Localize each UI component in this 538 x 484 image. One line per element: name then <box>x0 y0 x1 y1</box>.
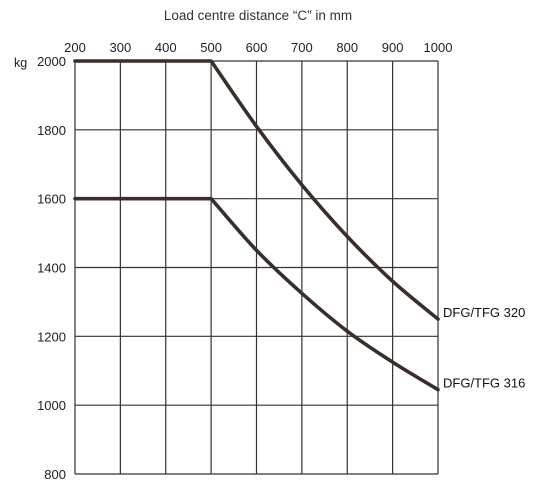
x-tick-label-1000: 1000 <box>424 40 453 55</box>
y-tick-label-1200: 1200 <box>37 329 66 344</box>
series-label-1: DFG/TFG 320 <box>443 305 525 320</box>
x-tick-label-700: 700 <box>291 40 313 55</box>
y-tick-label-1800: 1800 <box>37 123 66 138</box>
y-tick-label-1600: 1600 <box>37 192 66 207</box>
series-label-2: DFG/TFG 316 <box>443 376 525 391</box>
grid <box>74 60 439 475</box>
y-tick-labels: 2000 1800 1600 1400 1200 1000 800 <box>37 54 66 482</box>
y-tick-label-1000: 1000 <box>37 398 66 413</box>
x-tick-label-500: 500 <box>200 40 222 55</box>
chart-title: Load centre distance “C” in mm <box>164 8 352 23</box>
x-tick-labels: 200 300 400 500 600 700 800 900 1000 <box>64 40 452 55</box>
series-labels: DFG/TFG 320 DFG/TFG 316 <box>443 305 525 391</box>
y-tick-label-2000: 2000 <box>37 54 66 69</box>
y-tick-label-800: 800 <box>44 467 66 482</box>
x-tick-label-200: 200 <box>64 40 86 55</box>
series-line-1 <box>73 59 440 321</box>
x-tick-label-800: 800 <box>336 40 358 55</box>
y-tick-label-1400: 1400 <box>37 261 66 276</box>
series-line-2 <box>73 196 440 392</box>
series-lines <box>73 59 440 392</box>
x-tick-label-300: 300 <box>110 40 132 55</box>
y-unit-label: kg <box>14 56 27 70</box>
x-tick-label-900: 900 <box>382 40 404 55</box>
x-tick-label-400: 400 <box>155 40 177 55</box>
x-tick-label-600: 600 <box>246 40 268 55</box>
